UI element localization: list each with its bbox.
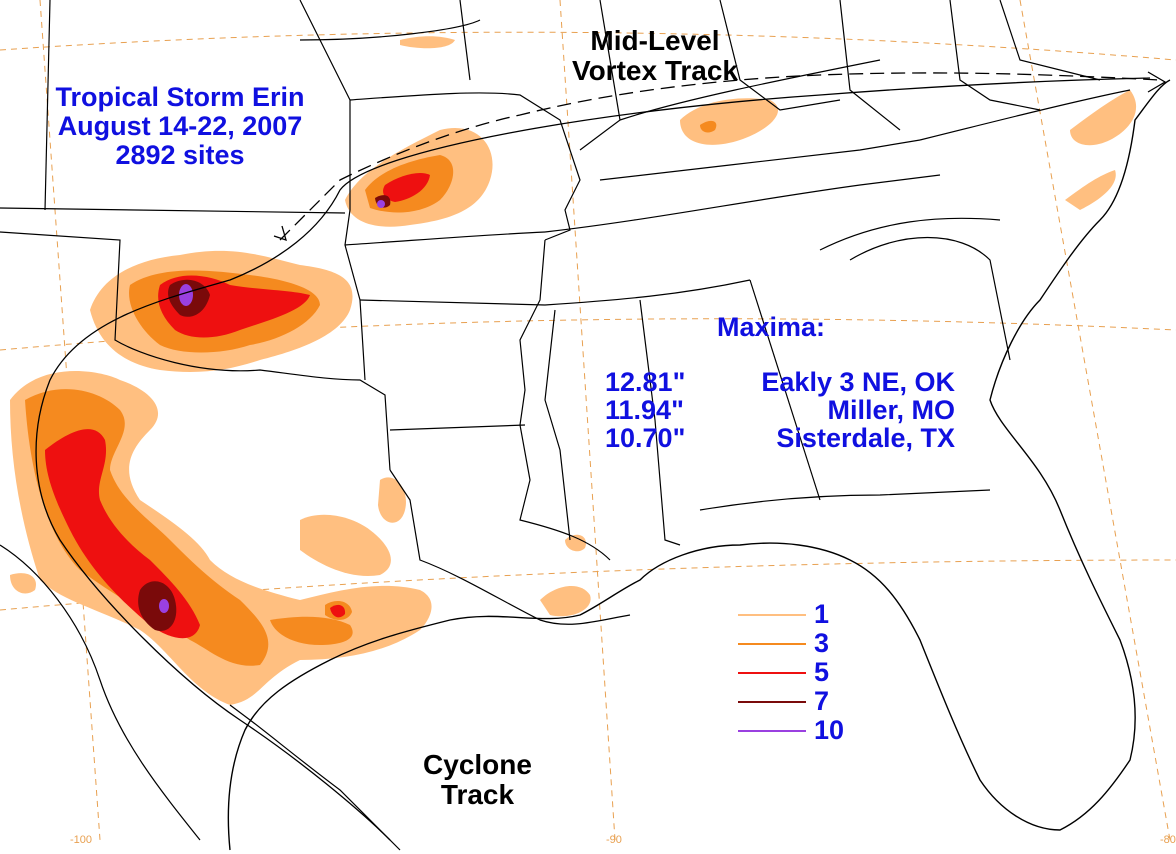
legend-label: 3 bbox=[814, 628, 830, 658]
maxima-place: Eakly 3 NE, OK bbox=[761, 367, 955, 397]
legend-label: 5 bbox=[814, 657, 830, 687]
legend: 1 3 5 7 10 bbox=[738, 600, 858, 750]
legend-swatch bbox=[738, 701, 806, 703]
longitude-label: -100 bbox=[70, 834, 93, 846]
legend-label: 1 bbox=[814, 599, 830, 629]
legend-label: 7 bbox=[814, 686, 830, 716]
vortex-label-line2: Vortex Track bbox=[571, 55, 739, 86]
title-line3: 2892 sites bbox=[115, 140, 245, 170]
legend-label: 10 bbox=[814, 715, 845, 745]
maxima-heading: Maxima: bbox=[717, 312, 826, 342]
legend-swatch bbox=[738, 672, 806, 674]
cyclone-label-line2: Track bbox=[440, 779, 515, 810]
title-line1: Tropical Storm Erin bbox=[55, 82, 305, 112]
cyclone-track bbox=[35, 77, 1151, 841]
map-title: Tropical Storm Erin August 14-22, 2007 2… bbox=[20, 83, 340, 170]
vortex-track-label: Mid-Level Vortex Track bbox=[550, 26, 760, 86]
vortex-track-arrow bbox=[1147, 71, 1167, 93]
vortex-label-line1: Mid-Level bbox=[590, 25, 720, 56]
longitude-label: -90 bbox=[606, 834, 622, 846]
state-borders bbox=[0, 0, 1131, 851]
maxima-value: 10.70" bbox=[605, 423, 686, 453]
cyclone-track-label: Cyclone Track bbox=[400, 750, 555, 810]
title-line2: August 14-22, 2007 bbox=[57, 111, 303, 141]
maxima-place: Miller, MO bbox=[827, 395, 955, 425]
cyclone-label-line1: Cyclone bbox=[423, 749, 532, 780]
maxima-value: 11.94" bbox=[605, 395, 684, 425]
maxima-value: 12.81" bbox=[605, 367, 686, 397]
cyclone-track-arrow bbox=[273, 225, 287, 242]
legend-swatch bbox=[738, 643, 806, 645]
coastline bbox=[227, 79, 1171, 851]
vortex-track bbox=[279, 72, 1161, 241]
legend-swatch bbox=[738, 730, 806, 732]
maxima-place: Sisterdale, TX bbox=[776, 423, 955, 453]
longitude-label: -80 bbox=[1160, 834, 1176, 846]
legend-swatch bbox=[738, 614, 806, 616]
rainfall-10in bbox=[159, 200, 385, 613]
